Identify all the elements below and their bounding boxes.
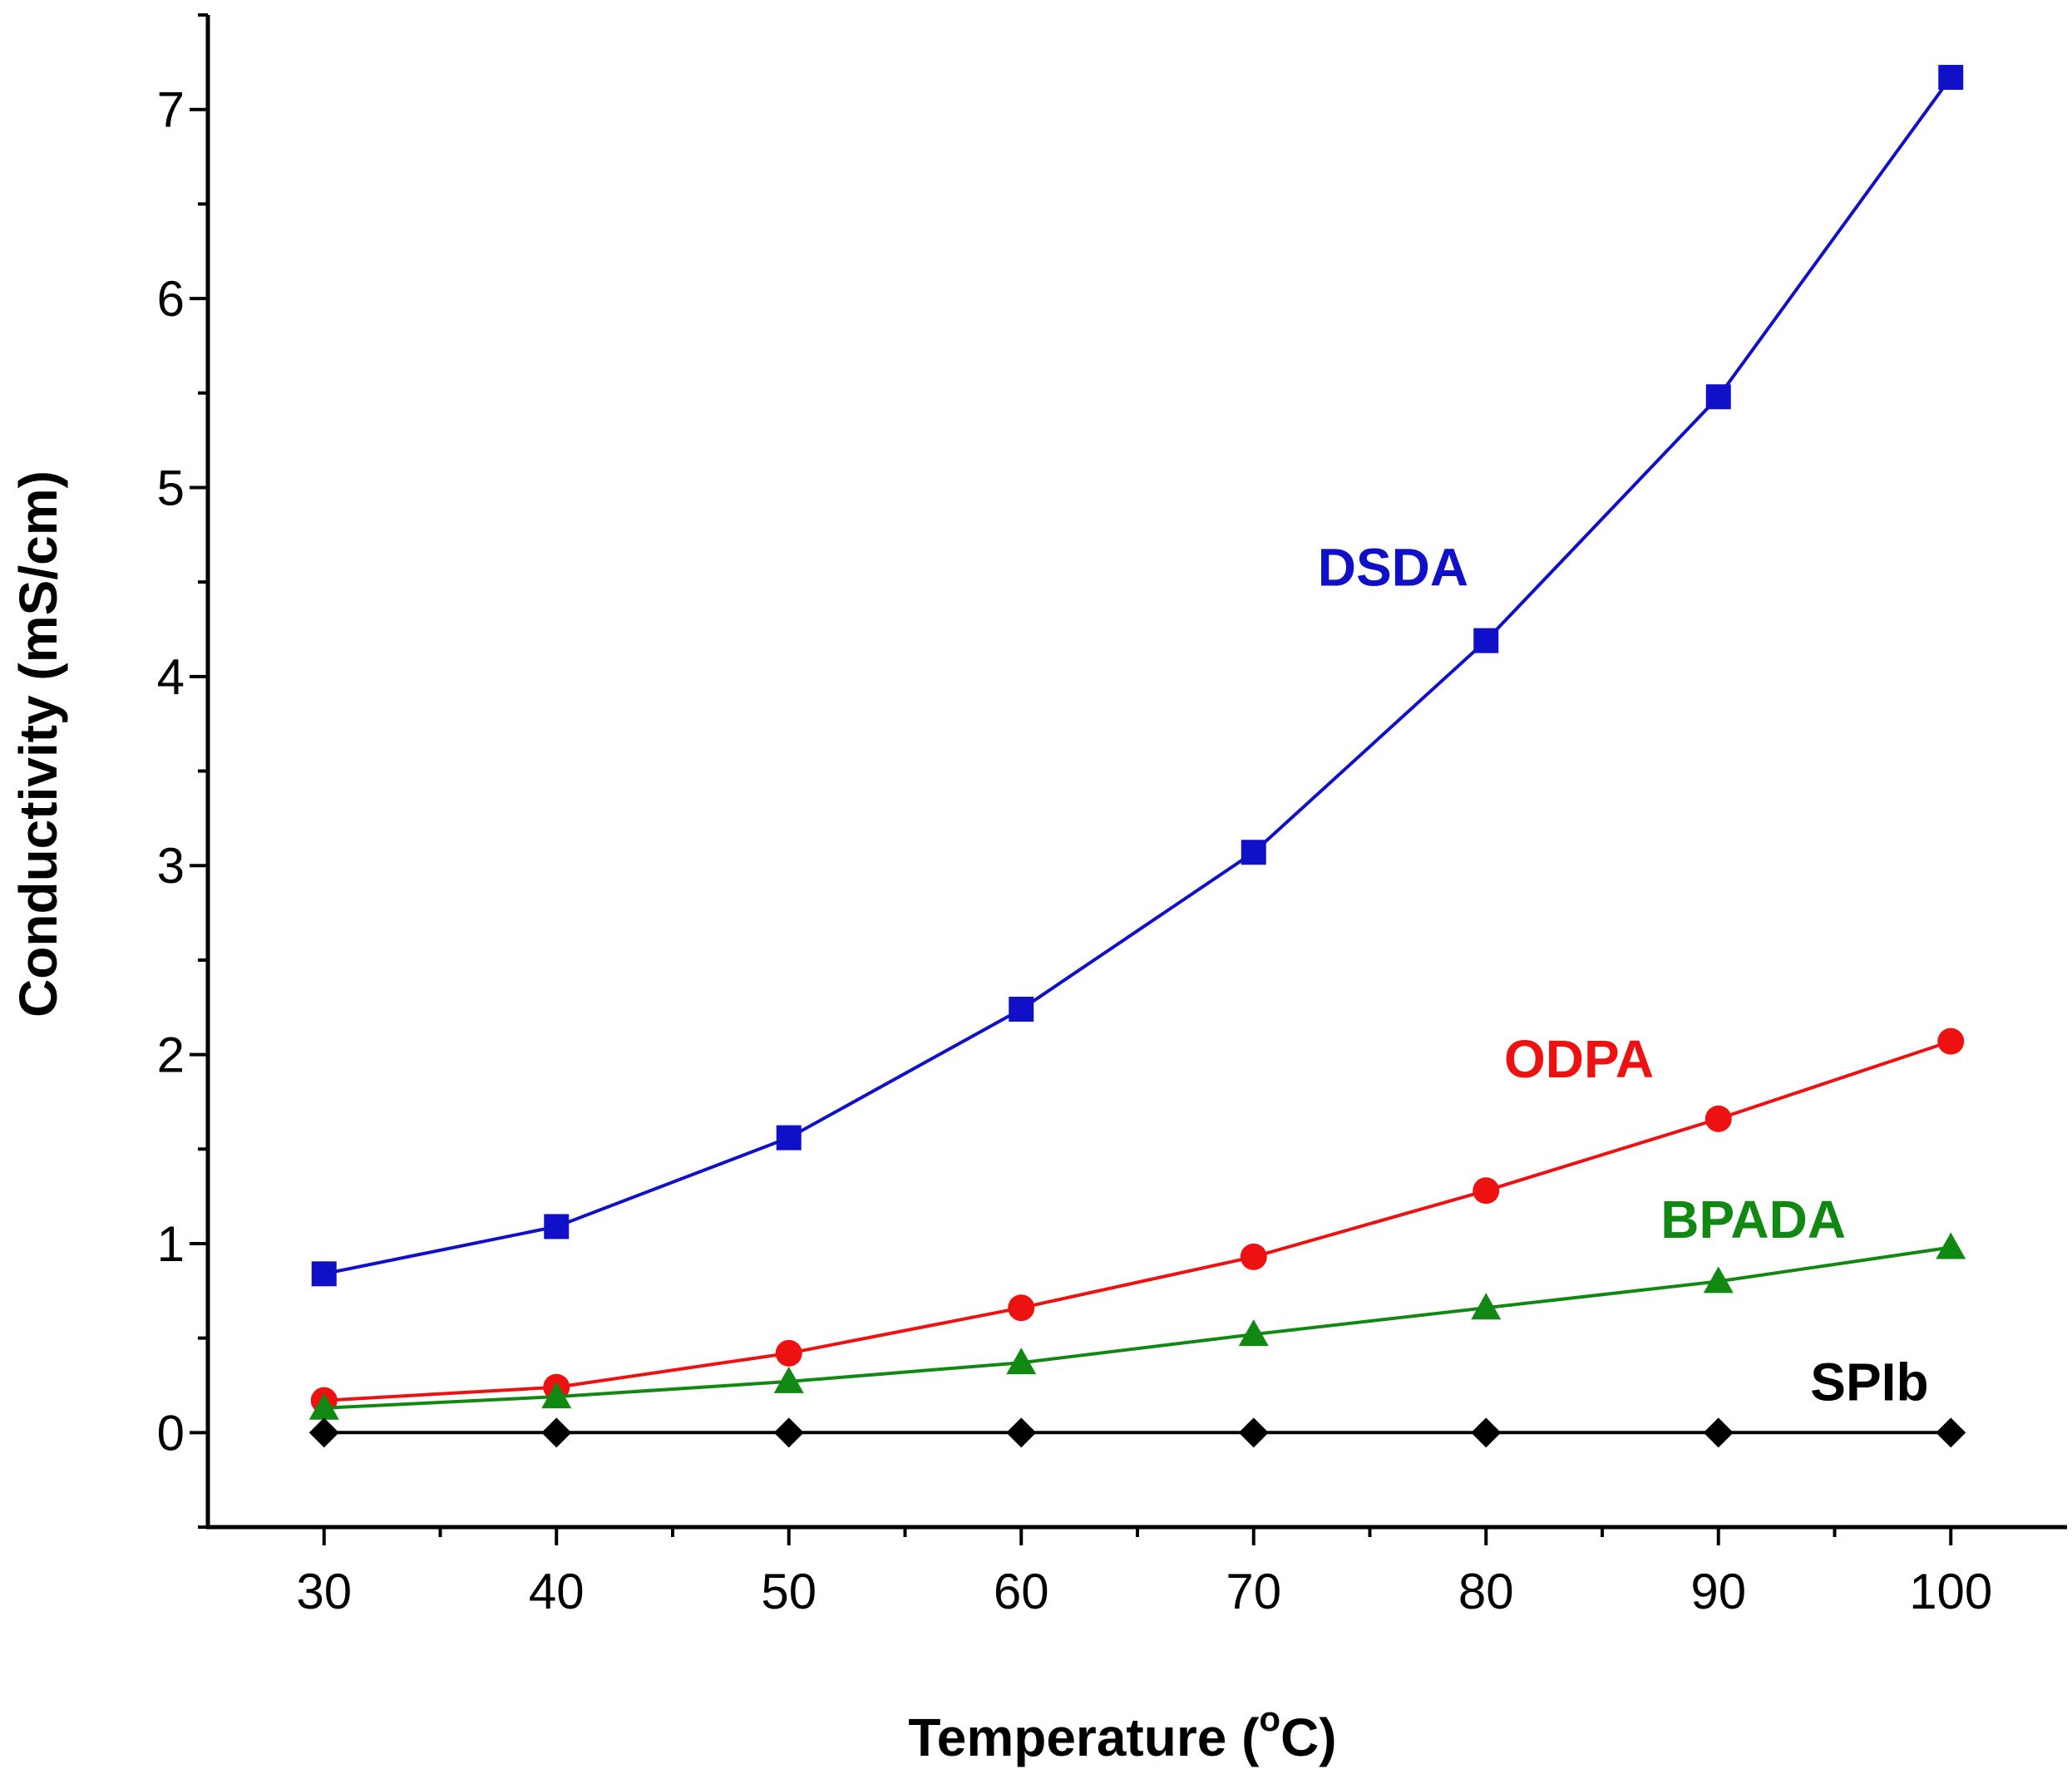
y-tick-label: 4 <box>157 649 185 705</box>
x-tick-label: 40 <box>529 1564 585 1619</box>
data-point-bpada <box>1006 1348 1037 1375</box>
x-tick-label: 90 <box>1690 1564 1746 1619</box>
data-point-spib <box>1703 1417 1734 1448</box>
data-point-spib <box>1238 1417 1269 1448</box>
x-tick-label: 80 <box>1458 1564 1514 1619</box>
data-point-spib <box>1471 1417 1502 1448</box>
y-axis-title: Conductivity (mS/cm) <box>8 471 68 1018</box>
data-point-bpada <box>773 1366 804 1393</box>
data-point-spib <box>308 1417 339 1448</box>
data-point-dsda <box>1705 384 1731 410</box>
x-tick-label: 70 <box>1226 1564 1281 1619</box>
data-point-dsda <box>1241 840 1266 865</box>
data-point-dsda <box>1938 65 1964 91</box>
y-tick-label: 0 <box>157 1405 185 1461</box>
y-tick-label: 7 <box>157 82 185 138</box>
y-tick-label: 3 <box>157 838 185 894</box>
data-point-bpada <box>1238 1319 1269 1347</box>
series-line-bpada <box>323 1245 1951 1410</box>
series-label-spib: SPIb <box>1810 1353 1928 1412</box>
data-point-spib <box>1006 1417 1037 1448</box>
data-point-odpa <box>1473 1177 1500 1205</box>
x-tick-label: 60 <box>994 1564 1049 1619</box>
data-point-bpada <box>308 1392 339 1420</box>
y-tick-label: 5 <box>157 460 185 515</box>
series-line-dsda <box>323 76 1952 1276</box>
data-point-bpada <box>1471 1293 1502 1320</box>
series-group <box>308 65 1966 1448</box>
series-label-dsda: DSDA <box>1318 538 1468 598</box>
data-point-bpada <box>1936 1232 1966 1259</box>
data-point-odpa <box>1240 1243 1267 1270</box>
series-label-bpada: BPADA <box>1660 1190 1846 1249</box>
x-tick-label: 100 <box>1909 1564 1992 1619</box>
data-point-odpa <box>1704 1105 1732 1132</box>
y-tick-label: 6 <box>157 271 185 327</box>
series-label-odpa: ODPA <box>1504 1029 1654 1089</box>
y-tick-label: 2 <box>157 1027 185 1083</box>
y-tick-label: 1 <box>157 1216 185 1272</box>
data-point-spib <box>1936 1417 1966 1448</box>
data-point-odpa <box>1008 1294 1035 1322</box>
x-axis-title: Temperature (oC) <box>908 1699 1336 1767</box>
x-tick-label: 30 <box>296 1564 352 1619</box>
axis-ticks <box>190 13 1953 1545</box>
data-point-bpada <box>1703 1266 1734 1294</box>
x-tick-labels: 30 40 50 60 70 80 90 100 <box>296 1564 1992 1619</box>
data-point-dsda <box>311 1261 337 1287</box>
data-point-dsda <box>544 1214 570 1239</box>
data-point-dsda <box>776 1125 802 1151</box>
x-tick-label: 50 <box>761 1564 816 1619</box>
data-point-spib <box>541 1417 572 1448</box>
series-line-odpa <box>323 1039 1951 1402</box>
series-labels: DSDA ODPA BPADA SPIb <box>1318 538 1929 1412</box>
data-point-dsda <box>1473 628 1499 653</box>
data-point-odpa <box>1937 1027 1965 1055</box>
data-point-odpa <box>775 1339 802 1367</box>
data-point-dsda <box>1009 996 1034 1022</box>
data-point-spib <box>773 1417 804 1448</box>
y-tick-labels: 0 1 2 3 4 5 6 7 <box>157 82 185 1461</box>
data-point-bpada <box>541 1382 572 1409</box>
